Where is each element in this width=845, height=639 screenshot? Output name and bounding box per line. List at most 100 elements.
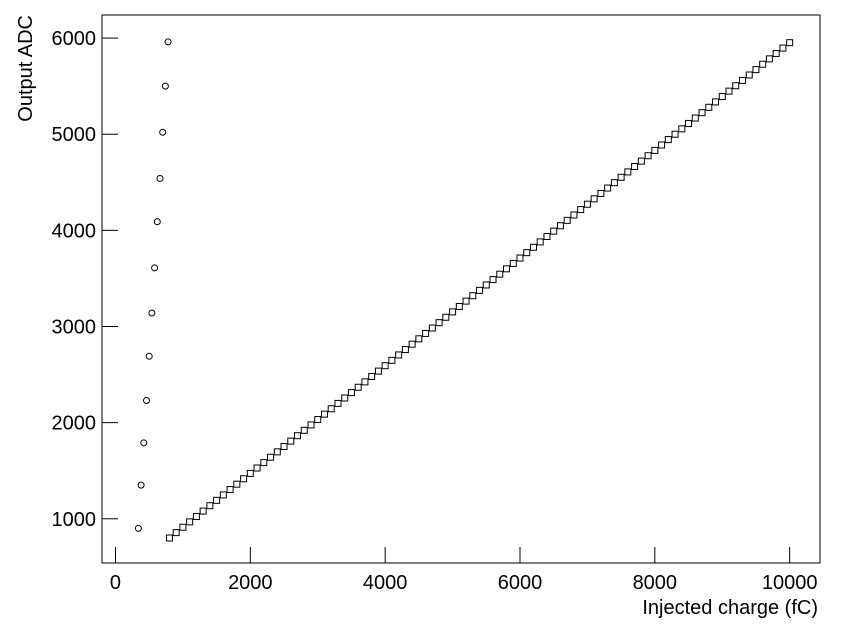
square-point	[226, 486, 234, 494]
square-point	[759, 60, 767, 68]
square-point	[671, 130, 679, 138]
y-tick-label: 5000	[52, 124, 97, 146]
square-point	[327, 405, 335, 413]
square-point	[503, 265, 511, 273]
x-tick-label: 0	[110, 572, 121, 594]
square-point	[543, 233, 551, 241]
square-point	[644, 152, 652, 160]
square-point	[320, 410, 328, 418]
square-point	[496, 270, 504, 278]
square-point	[267, 453, 275, 461]
square-point	[179, 523, 187, 531]
square-point	[233, 480, 241, 488]
square-point	[219, 491, 227, 499]
square-point	[651, 146, 659, 154]
square-point	[745, 71, 753, 79]
square-point	[617, 173, 625, 181]
square-point	[718, 93, 726, 101]
square-point	[738, 76, 746, 84]
square-point	[408, 340, 416, 348]
square-point	[388, 356, 396, 364]
circle-point	[148, 309, 156, 317]
square-point	[415, 335, 423, 343]
square-point	[482, 281, 490, 289]
square-point	[664, 136, 672, 144]
square-point	[199, 507, 207, 515]
square-point	[449, 308, 457, 316]
circle-point	[134, 524, 142, 532]
circle-point	[151, 264, 159, 272]
square-point	[469, 292, 477, 300]
x-tick-label: 2000	[228, 572, 273, 594]
square-point	[273, 448, 281, 456]
square-point	[583, 200, 591, 208]
square-point	[260, 459, 268, 467]
square-point	[610, 179, 618, 187]
square-point	[240, 475, 248, 483]
square-point	[280, 442, 288, 450]
square-point	[401, 346, 409, 354]
circle-point	[161, 82, 169, 90]
y-tick-label: 3000	[52, 316, 97, 338]
circle-point	[140, 439, 148, 447]
square-point	[381, 362, 389, 370]
square-point	[563, 216, 571, 224]
square-point	[691, 114, 699, 122]
square-point	[536, 238, 544, 246]
square-point	[347, 389, 355, 397]
square-point	[516, 254, 524, 262]
square-point	[698, 109, 706, 117]
square-point	[246, 469, 254, 477]
square-point	[523, 249, 531, 257]
square-point	[253, 464, 261, 472]
square-point	[294, 432, 302, 440]
square-point	[786, 39, 794, 47]
x-tick-label: 10000	[762, 572, 818, 594]
y-tick-label: 6000	[52, 28, 97, 50]
x-tick-label: 8000	[633, 572, 678, 594]
square-point	[772, 49, 780, 57]
square-point	[300, 426, 308, 434]
square-point	[462, 297, 470, 305]
square-point	[637, 157, 645, 165]
square-point	[779, 44, 787, 52]
square-point	[172, 529, 180, 537]
square-point	[577, 206, 585, 214]
y-tick-label: 4000	[52, 220, 97, 242]
circle-point	[145, 352, 153, 360]
square-point	[334, 399, 342, 407]
circle-point	[159, 128, 167, 136]
square-point	[455, 302, 463, 310]
x-tick-label: 6000	[498, 572, 543, 594]
y-tick-label: 2000	[52, 413, 97, 435]
square-point	[509, 259, 517, 267]
square-point	[395, 351, 403, 359]
y-axis-label: Output ADC	[15, 15, 37, 122]
square-point	[354, 383, 362, 391]
circle-point	[137, 481, 145, 489]
square-point	[725, 87, 733, 95]
square-point	[550, 227, 558, 235]
square-point	[678, 125, 686, 133]
square-point	[752, 66, 760, 74]
square-point	[624, 168, 632, 176]
circle-point	[153, 218, 161, 226]
square-point	[442, 313, 450, 321]
square-point	[658, 141, 666, 149]
square-point	[213, 496, 221, 504]
circle-point	[156, 174, 164, 182]
square-point	[368, 372, 376, 380]
square-point	[489, 276, 497, 284]
square-point	[192, 512, 200, 520]
circle-point	[142, 397, 150, 405]
square-point	[712, 98, 720, 106]
plot-frame	[101, 14, 821, 564]
square-point	[529, 243, 537, 251]
square-point	[206, 502, 214, 510]
square-point	[341, 394, 349, 402]
square-point	[287, 437, 295, 445]
square-point	[476, 286, 484, 294]
circle-point	[164, 38, 172, 46]
